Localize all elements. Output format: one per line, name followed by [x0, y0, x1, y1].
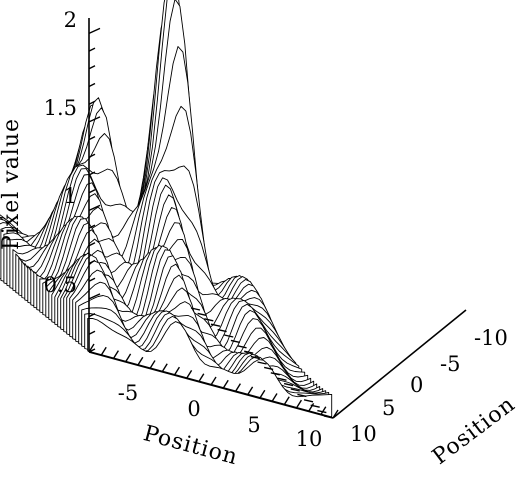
y-tick — [210, 323, 221, 327]
y-tick — [224, 334, 234, 338]
y-tick — [230, 339, 241, 344]
x-tick — [295, 399, 302, 409]
z-tick — [88, 312, 96, 318]
scan-line-44 — [87, 317, 333, 418]
axis-ticks — [88, 27, 339, 419]
y-tick — [303, 399, 314, 403]
z-tick — [88, 259, 96, 265]
y-tick-label-0: 0 — [410, 373, 423, 397]
x-tick — [271, 393, 278, 402]
x-tick — [247, 386, 254, 396]
x-tick — [308, 403, 315, 412]
x-tick — [186, 370, 193, 379]
y-tick — [317, 409, 327, 414]
z-tick — [88, 153, 96, 158]
y-tick — [310, 404, 320, 408]
x-tick — [173, 366, 180, 376]
y-tick — [250, 355, 261, 360]
z-tick — [88, 116, 101, 123]
z-tick — [88, 65, 96, 70]
x-tick — [88, 343, 95, 353]
z-tick — [88, 330, 96, 335]
y-tick — [263, 366, 274, 371]
z-tick — [88, 82, 96, 88]
y-tick — [277, 377, 287, 381]
z-tick — [88, 100, 96, 105]
x-tick — [100, 346, 107, 356]
z-tick — [88, 277, 96, 282]
z-tick — [88, 171, 96, 176]
axes — [88, 18, 467, 419]
z-tick — [88, 224, 96, 229]
x-tick — [234, 383, 241, 392]
y-tick — [257, 361, 267, 365]
y-tick — [190, 307, 201, 311]
y-tick — [204, 318, 214, 322]
x-tick — [283, 396, 290, 406]
x-tick — [320, 406, 327, 416]
z-tick-label-1: 1 — [64, 184, 77, 208]
surface-scan-lines — [0, 0, 333, 418]
z-tick — [88, 204, 101, 212]
y-tick — [197, 312, 207, 317]
y-tick — [283, 382, 294, 387]
y-tick-label-5: 5 — [382, 396, 395, 420]
x-tick — [125, 353, 132, 363]
x-tick — [222, 379, 229, 389]
x-tick — [149, 360, 156, 369]
y-tick — [237, 345, 247, 349]
x-tick-label-10: 10 — [296, 427, 323, 451]
z-tick-label-2: 2 — [64, 8, 77, 32]
y-tick-label-10: 10 — [350, 422, 377, 446]
y-tick — [323, 415, 334, 419]
y-axis-line — [332, 309, 467, 419]
y-tick — [270, 372, 280, 376]
z-tick — [88, 293, 101, 300]
x-tick — [210, 376, 217, 386]
y-tick-label-minus-5: -5 — [440, 352, 460, 376]
y-tick — [297, 393, 307, 398]
y-tick — [217, 328, 227, 333]
y-tick — [244, 350, 254, 354]
y-axis-title: Position — [428, 392, 520, 470]
y-tick — [290, 388, 300, 392]
x-tick-label-5: 5 — [247, 413, 260, 437]
x-tick — [112, 350, 119, 359]
z-tick — [88, 135, 96, 141]
x-tick — [259, 389, 266, 399]
z-tick-label-1-5: 1.5 — [44, 96, 77, 120]
z-axis-title: Pixel value — [0, 118, 24, 250]
y-tick-label-minus-10: -10 — [474, 326, 508, 350]
z-tick — [88, 189, 96, 194]
z-tick-label-0-5: 0.5 — [44, 273, 77, 297]
z-tick — [88, 27, 101, 35]
x-axis-title: Position — [141, 421, 241, 470]
z-tick — [88, 242, 96, 247]
x-tick-label-minus-5: -5 — [118, 381, 138, 405]
x-tick — [161, 363, 168, 373]
x-tick-label-0: 0 — [187, 397, 200, 421]
z-tick — [88, 47, 96, 52]
x-tick — [137, 356, 144, 366]
x-tick — [198, 373, 205, 383]
x-tick — [332, 409, 339, 419]
